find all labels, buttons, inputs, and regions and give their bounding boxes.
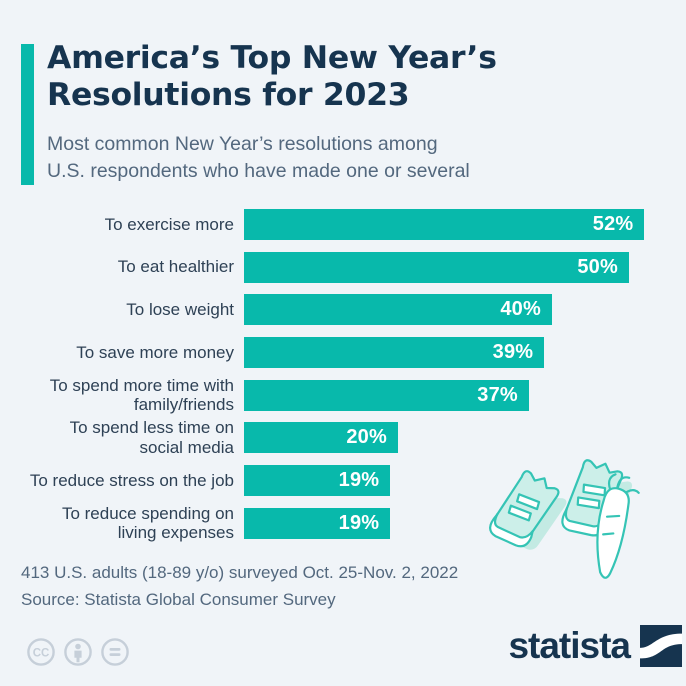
bar-value-label: 19% xyxy=(338,469,380,492)
bar: 52% xyxy=(244,209,645,240)
statista-logo-text: statista xyxy=(508,625,631,666)
title-line-1: America’s Top New Year’s xyxy=(47,40,497,76)
bar: 50% xyxy=(244,251,629,283)
bar-chart: To exercise more 52% To eat healthier 50… xyxy=(0,209,686,551)
chart-row: To exercise more 52% xyxy=(0,209,686,240)
category-label: To reduce spending on living expenses xyxy=(61,503,234,543)
title-line-2: Resolutions for 2023 xyxy=(47,77,410,113)
chart-row: To spend less time on social media 20% xyxy=(0,418,686,457)
chart-row: To save more money 39% xyxy=(0,337,686,369)
bar: 37% xyxy=(244,379,529,411)
bar: 19% xyxy=(244,507,391,539)
category-label: To eat healthier xyxy=(117,257,234,277)
license-icons: CC xyxy=(26,637,130,667)
category-label: To exercise more xyxy=(104,214,234,234)
bar: 40% xyxy=(244,294,552,326)
subtitle-line-1: Most common New Year’s resolutions among xyxy=(47,133,438,155)
category-label: To lose weight xyxy=(126,300,234,320)
bar-value-label: 20% xyxy=(346,426,387,449)
bar-value-label: 37% xyxy=(477,383,518,406)
no-derivatives-icon[interactable] xyxy=(100,637,130,667)
chart-row: To lose weight 40% xyxy=(0,294,686,326)
title-accent-bar xyxy=(21,44,34,185)
chart-subtitle: Most common New Year’s resolutions among… xyxy=(47,131,470,184)
category-label: To spend more time with family/friends xyxy=(49,375,234,415)
chart-row: To reduce spending on living expenses 19… xyxy=(0,504,686,542)
statista-logo[interactable]: statista xyxy=(508,624,682,668)
source-line: Source: Statista Global Consumer Survey xyxy=(21,589,336,609)
category-label: To save more money xyxy=(76,342,234,362)
bar: 20% xyxy=(244,422,398,454)
chart-row: To eat healthier 50% xyxy=(0,251,686,283)
bar: 19% xyxy=(244,465,391,497)
statista-logo-mark xyxy=(640,625,682,667)
survey-note: 413 U.S. adults (18-89 y/o) surveyed Oct… xyxy=(21,560,458,613)
attribution-icon[interactable] xyxy=(63,637,93,667)
bar-value-label: 50% xyxy=(577,255,618,278)
cc-icon[interactable]: CC xyxy=(26,637,56,667)
bar-value-label: 40% xyxy=(500,298,541,321)
chart-row: To spend more time with family/friends 3… xyxy=(0,376,686,414)
category-label: To spend less time on social media xyxy=(69,418,234,457)
svg-text:CC: CC xyxy=(33,647,50,659)
category-label: To reduce stress on the job xyxy=(29,470,234,490)
subtitle-line-2: U.S. respondents who have made one or se… xyxy=(47,159,470,182)
bar-value-label: 19% xyxy=(338,511,380,534)
sneakers-carrot-illustration xyxy=(489,459,640,579)
bar: 39% xyxy=(244,337,545,369)
bar-value-label: 52% xyxy=(592,213,634,235)
note-line: 413 U.S. adults (18-89 y/o) surveyed Oct… xyxy=(21,563,459,582)
bar-value-label: 39% xyxy=(492,341,534,364)
page-title: America’s Top New Year’s Resolutions for … xyxy=(47,40,497,114)
chart-row: To reduce stress on the job 19% xyxy=(0,465,686,497)
